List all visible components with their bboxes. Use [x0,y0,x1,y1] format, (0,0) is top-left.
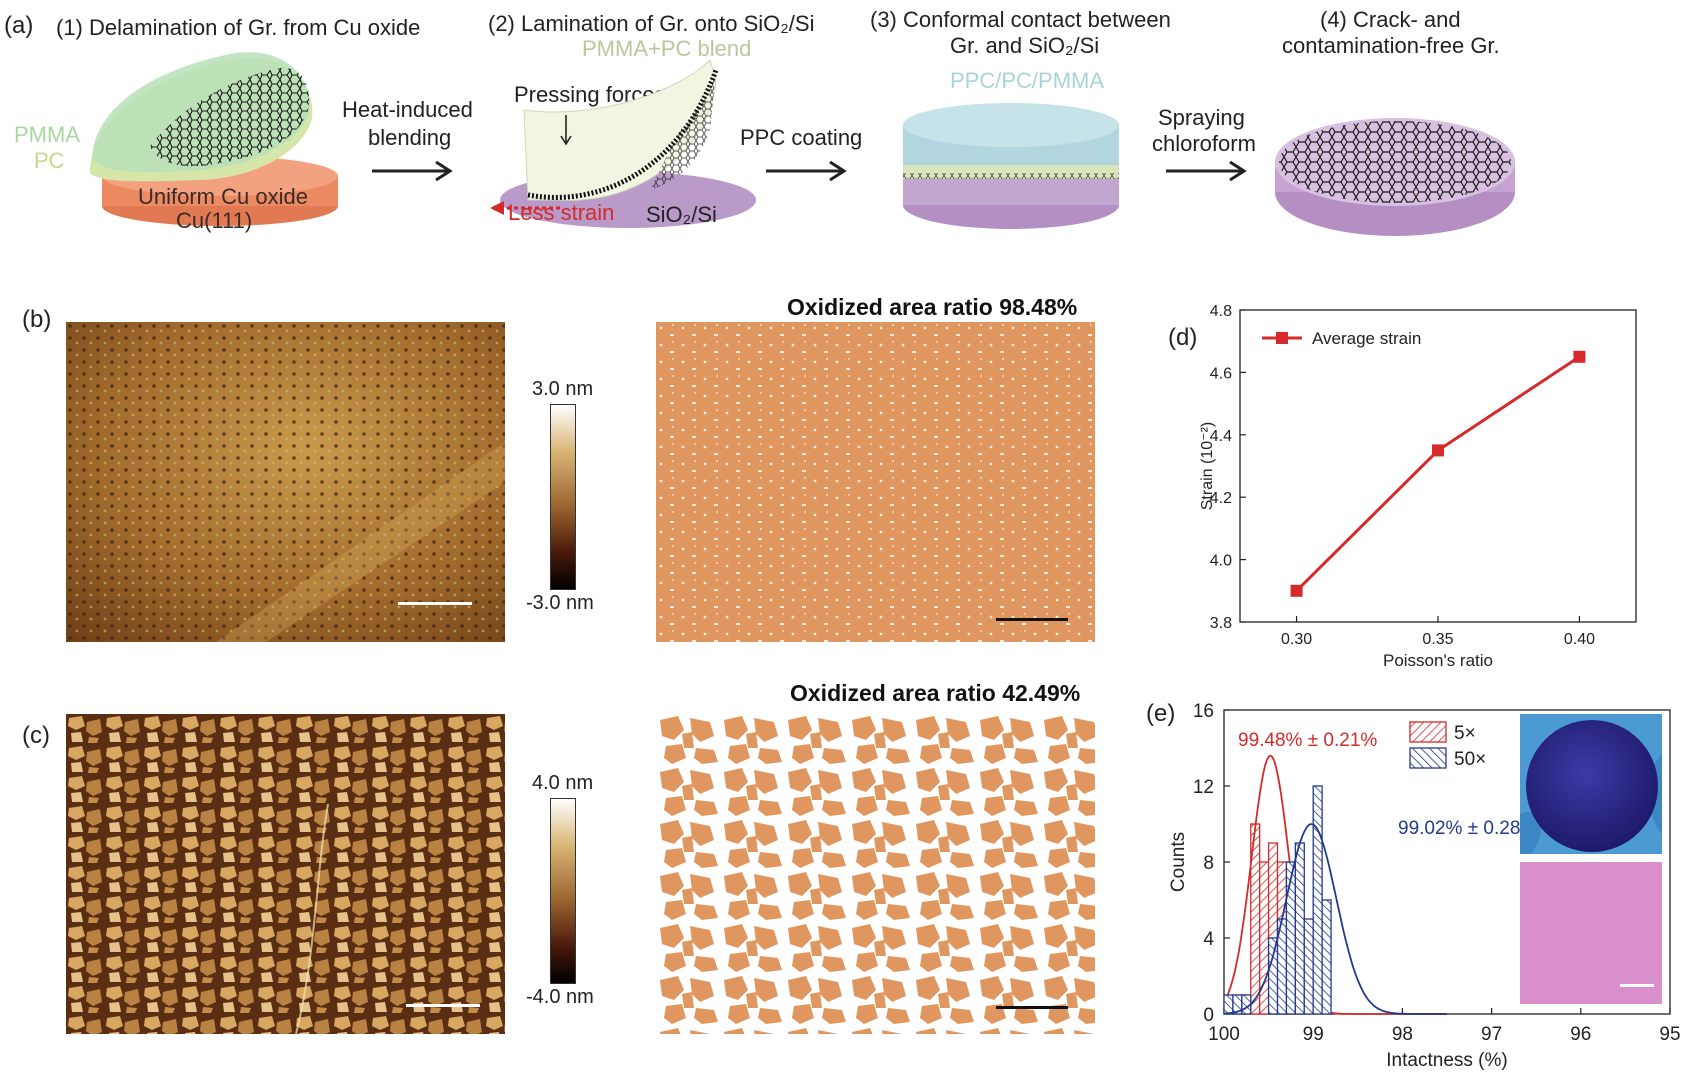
colorbar-b-min: -3.0 nm [526,592,594,614]
colorbar-c-min: -4.0 nm [526,986,594,1008]
series-line-average-strain [1295,355,1581,592]
x-tick-label: 96 [1570,1024,1591,1045]
histogram-bar-50x [1223,994,1234,1015]
x-axis-label: Intactness (%) [1386,1050,1507,1071]
step4-illustration [1275,118,1515,236]
x-tick-label: 0.40 [1564,631,1595,648]
x-tick-label: 95 [1659,1024,1680,1045]
histogram-bar-50x [1321,899,1332,1015]
arrow3-icon [1166,160,1247,182]
step3-illustration [903,103,1119,229]
panel-a-label: (a) [4,12,34,39]
x-axis-label: Poisson's ratio [1383,651,1493,670]
afm-image-b [66,322,505,642]
data-point [1432,444,1444,457]
gaussian-fit-50x [1223,823,1447,1015]
x-tick-label: 99 [1303,1024,1324,1045]
y-tick-label: 4.0 [1210,553,1232,570]
data-point [1573,350,1586,363]
arrow2-icon [766,160,847,182]
panel-d-label: (d) [1168,324,1198,351]
annotation-50x: 99.02% ± 0.28% [1398,818,1537,839]
stack-graphene [903,173,1119,179]
pmma-label: PMMA [14,122,80,147]
arrow3-line2: chloroform [1152,131,1256,156]
x-tick-label: 0.35 [1422,631,1453,648]
cu-label: Cu(111) [176,208,253,233]
scale-bar-b-map [996,618,1068,621]
annotation-5x: 99.48% ± 0.21% [1238,730,1377,751]
legend-marker [1276,332,1288,344]
histogram-bar-50x [1285,861,1297,1015]
arrow1-line2: blending [368,125,452,150]
wafer-photo-inset [1520,714,1662,854]
y-axis-label: Counts [1168,832,1189,892]
x-tick-label: 98 [1392,1024,1413,1045]
strain-chart: 3.8 4.0 4.2 4.4 4.6 4.8 0.30 0.35 0.40 Poisson's … [1199,303,1637,670]
blend-label: PMMA+PC blend [582,36,752,61]
less-strain-label: Less strain [508,200,615,225]
optical-image-inset [1520,862,1662,1004]
scale-bar-c-afm [406,1004,480,1007]
y-tick-label: 4.8 [1210,303,1232,320]
y-tick-label: 4.6 [1210,365,1232,382]
colorbar-b-max: 3.0 nm [532,378,594,400]
legend-label: Average strain [1312,329,1421,348]
oxide-map-c [656,714,1095,1034]
step2-illustration [490,60,756,228]
pc-label: PC [34,148,65,173]
legend-swatch-50x [1409,747,1447,769]
cu-oxide-label: Uniform Cu oxide [138,184,308,209]
step4-title-2: contamination-free Gr. [1282,33,1500,58]
inset-scale-bar [1620,984,1654,987]
colorbar-c [550,798,576,984]
panel-c-label: (c) [22,722,50,749]
arrow1-line1: Heat-induced [342,97,473,122]
legend-label-5x: 5× [1454,723,1476,744]
step3-title-2: Gr. and SiO₂/Si [950,33,1100,58]
step3-title-1: (3) Conformal contact between [870,7,1171,32]
y-tick-label: 16 [1193,701,1214,722]
x-tick-label: 100 [1208,1024,1240,1045]
step1-illustration [90,52,338,226]
graphene-lattice [150,67,309,167]
afm-image-c [66,714,505,1034]
y-tick-label: 4.2 [1210,490,1232,507]
step2-title: (2) Lamination of Gr. onto SiO₂/Si [488,11,815,36]
stack-label: PPC/PC/PMMA [950,68,1105,93]
panel-b-label: (b) [22,306,52,333]
legend-swatch-5x [1409,721,1447,743]
panel-e-label: (e) [1146,700,1176,727]
arrow1-icon [372,160,453,182]
scale-bar-c-map [996,1006,1068,1009]
x-tick-label: 0.30 [1281,631,1312,648]
colorbar-b [550,404,576,590]
histogram-bar-50x [1312,785,1323,1015]
step4-title-1: (4) Crack- and [1320,7,1461,32]
intactness-histogram: 0 4 8 12 16 100 99 98 97 96 95 Intactness (%) Counts… [1168,701,1681,1071]
y-tick-label: 4.4 [1210,428,1232,445]
y-tick-label: 12 [1193,777,1214,798]
final-graphene-lattice [1279,121,1511,203]
y-tick-label: 8 [1203,853,1214,874]
oxide-map-b [656,322,1095,642]
scale-bar-b-afm [398,602,472,605]
histogram-bar-50x [1303,918,1314,1015]
histogram-bar-50x [1267,937,1279,1015]
arrow2-label: PPC coating [740,125,863,150]
colorbar-c-max: 4.0 nm [532,772,594,794]
legend-label-50x: 50× [1454,749,1486,770]
x-tick-label: 97 [1481,1024,1502,1045]
y-axis-label: Strain (10⁻²) [1199,422,1216,510]
ratio-title-c: Oxidized area ratio 42.49% [790,680,1081,706]
y-tick-label: 4 [1203,929,1214,950]
histogram-bar-50x [1294,842,1305,1015]
y-tick-label: 0 [1203,1005,1214,1026]
step1-title: (1) Delamination of Gr. from Cu oxide [56,15,421,40]
data-point [1290,584,1303,597]
y-tick-label: 3.8 [1210,615,1232,632]
ratio-title-b: Oxidized area ratio 98.48% [787,294,1078,320]
arrow3-line1: Spraying [1158,105,1245,130]
sio2-label: SiO₂/Si [646,202,717,227]
